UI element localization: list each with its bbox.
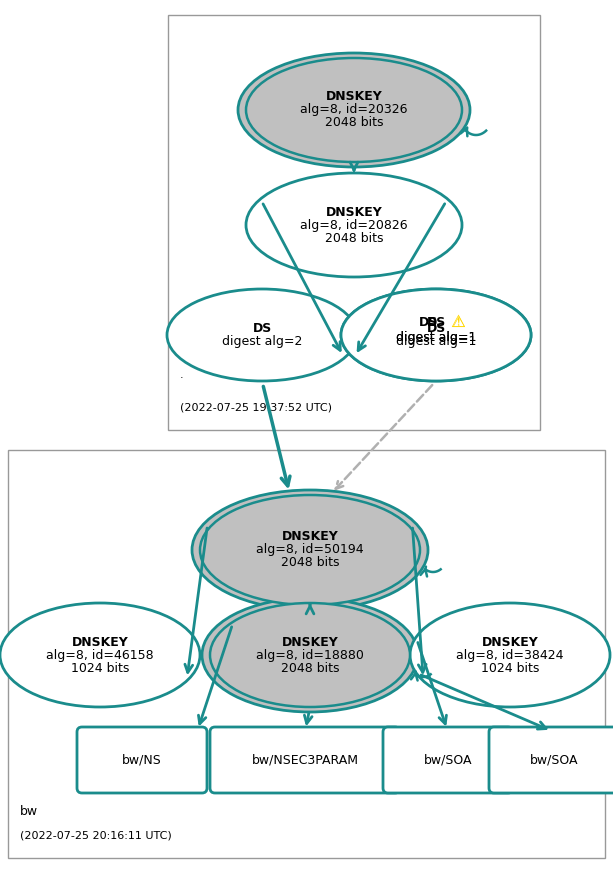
Ellipse shape	[246, 58, 462, 162]
Text: 2048 bits: 2048 bits	[281, 661, 339, 674]
Text: bw/SOA: bw/SOA	[530, 753, 578, 766]
Text: alg=8, id=50194: alg=8, id=50194	[256, 543, 364, 557]
FancyBboxPatch shape	[77, 727, 207, 793]
Text: DNSKEY: DNSKEY	[72, 635, 128, 649]
Text: digest alg=1: digest alg=1	[396, 335, 476, 348]
Text: 2048 bits: 2048 bits	[325, 117, 383, 129]
Text: DS: DS	[253, 322, 272, 335]
Text: bw/NSEC3PARAM: bw/NSEC3PARAM	[251, 753, 359, 766]
FancyBboxPatch shape	[210, 727, 400, 793]
Text: digest alg=2: digest alg=2	[222, 335, 302, 348]
Text: DNSKEY: DNSKEY	[326, 205, 383, 219]
Text: 1024 bits: 1024 bits	[481, 661, 539, 674]
Text: .: .	[180, 370, 184, 380]
Ellipse shape	[210, 603, 410, 707]
Ellipse shape	[202, 598, 418, 712]
Ellipse shape	[341, 289, 531, 381]
Bar	[8, 450, 605, 858]
Bar	[168, 15, 540, 430]
Text: ⚠: ⚠	[451, 314, 465, 329]
Ellipse shape	[246, 173, 462, 277]
Text: alg=8, id=20826: alg=8, id=20826	[300, 219, 408, 232]
Text: (2022-07-25 20:16:11 UTC): (2022-07-25 20:16:11 UTC)	[20, 830, 172, 840]
Ellipse shape	[341, 289, 531, 381]
Text: 1024 bits: 1024 bits	[71, 661, 129, 674]
Text: DS: DS	[419, 315, 438, 328]
Text: bw/SOA: bw/SOA	[424, 753, 472, 766]
Ellipse shape	[410, 603, 610, 707]
Text: DNSKEY: DNSKEY	[482, 635, 538, 649]
Text: DS: DS	[427, 315, 446, 328]
Text: 2048 bits: 2048 bits	[281, 557, 339, 570]
FancyBboxPatch shape	[489, 727, 613, 793]
Text: bw/NS: bw/NS	[122, 753, 162, 766]
Text: digest alg=1: digest alg=1	[396, 332, 476, 344]
Ellipse shape	[167, 289, 357, 381]
Text: alg=8, id=20326: alg=8, id=20326	[300, 104, 408, 117]
Text: DNSKEY: DNSKEY	[281, 530, 338, 543]
Text: (2022-07-25 19:37:52 UTC): (2022-07-25 19:37:52 UTC)	[180, 402, 332, 412]
Text: DNSKEY: DNSKEY	[281, 635, 338, 649]
Text: ⚠: ⚠	[451, 313, 465, 331]
Ellipse shape	[192, 490, 428, 610]
Text: alg=8, id=18880: alg=8, id=18880	[256, 649, 364, 661]
Text: bw: bw	[20, 805, 38, 818]
Text: alg=8, id=38424: alg=8, id=38424	[456, 649, 564, 661]
Ellipse shape	[0, 603, 200, 707]
Text: 2048 bits: 2048 bits	[325, 232, 383, 244]
Ellipse shape	[238, 53, 470, 167]
Text: DS: DS	[427, 322, 446, 335]
Text: DNSKEY: DNSKEY	[326, 90, 383, 104]
FancyBboxPatch shape	[383, 727, 513, 793]
Text: alg=8, id=46158: alg=8, id=46158	[46, 649, 154, 661]
Ellipse shape	[200, 495, 420, 605]
Text: digest alg=1: digest alg=1	[396, 332, 476, 344]
